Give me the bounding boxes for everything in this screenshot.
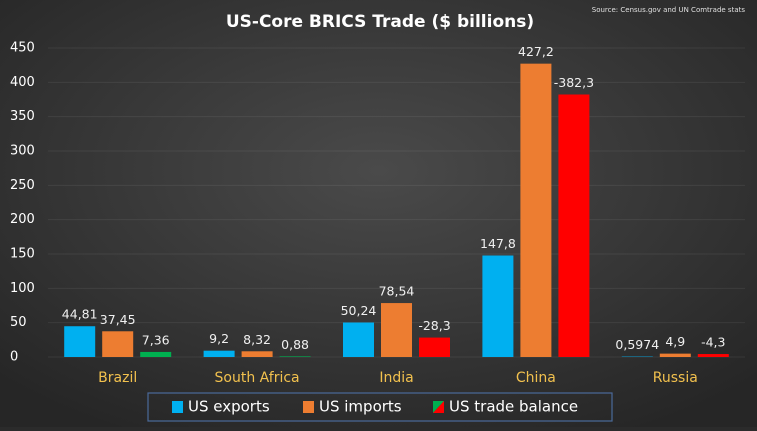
x-tick-label: India [379, 370, 413, 386]
bar [660, 354, 691, 357]
x-tick-label: China [516, 370, 556, 386]
bar [343, 323, 374, 357]
y-tick-label: 350 [10, 109, 35, 124]
y-tick-label: 250 [10, 178, 35, 193]
value-label: 37,45 [100, 312, 136, 327]
y-tick-label: 450 [10, 41, 35, 56]
bar [280, 356, 311, 357]
bar [242, 351, 273, 357]
x-tick-label: Russia [653, 370, 698, 386]
value-label: -382,3 [554, 75, 594, 90]
value-label: 50,24 [341, 303, 377, 318]
legend-label: US trade balance [449, 398, 578, 416]
value-label: 0,88 [281, 337, 309, 352]
y-tick-label: 100 [10, 281, 35, 296]
bar [64, 326, 95, 357]
bar [419, 338, 450, 357]
legend-swatch [172, 401, 183, 413]
y-tick-label: 400 [10, 75, 35, 90]
value-label: 4,9 [665, 334, 685, 349]
y-tick-label: 50 [10, 315, 27, 330]
value-label: 78,54 [379, 284, 415, 299]
bar [140, 352, 171, 357]
chart-title: US-Core BRICS Trade ($ billions) [226, 12, 534, 32]
y-tick-label: 0 [10, 350, 18, 365]
bar [520, 64, 551, 357]
bar [381, 303, 412, 357]
value-label: 427,2 [518, 44, 554, 59]
bar [204, 351, 235, 357]
bar [102, 331, 133, 357]
value-label: -4,3 [701, 335, 725, 350]
value-label: 9,2 [209, 331, 229, 346]
y-tick-label: 150 [10, 247, 35, 262]
bar [482, 256, 513, 357]
legend-label: US exports [188, 398, 270, 416]
bar [698, 354, 729, 357]
x-tick-label: Brazil [98, 370, 137, 386]
legend-swatch [303, 401, 314, 413]
value-label: 8,32 [243, 332, 271, 347]
bar [558, 94, 589, 357]
value-label: 44,81 [62, 307, 98, 322]
value-label: -28,3 [418, 318, 450, 333]
source-note: Source: Census.gov and UN Comtrade stats [592, 6, 746, 14]
value-label: 0,5974 [615, 337, 659, 352]
value-label: 147,8 [480, 236, 516, 251]
value-label: 7,36 [142, 332, 170, 347]
y-tick-label: 200 [10, 212, 35, 227]
legend-label: US imports [319, 398, 402, 416]
y-tick-label: 300 [10, 144, 35, 159]
x-tick-label: South Africa [215, 370, 300, 386]
